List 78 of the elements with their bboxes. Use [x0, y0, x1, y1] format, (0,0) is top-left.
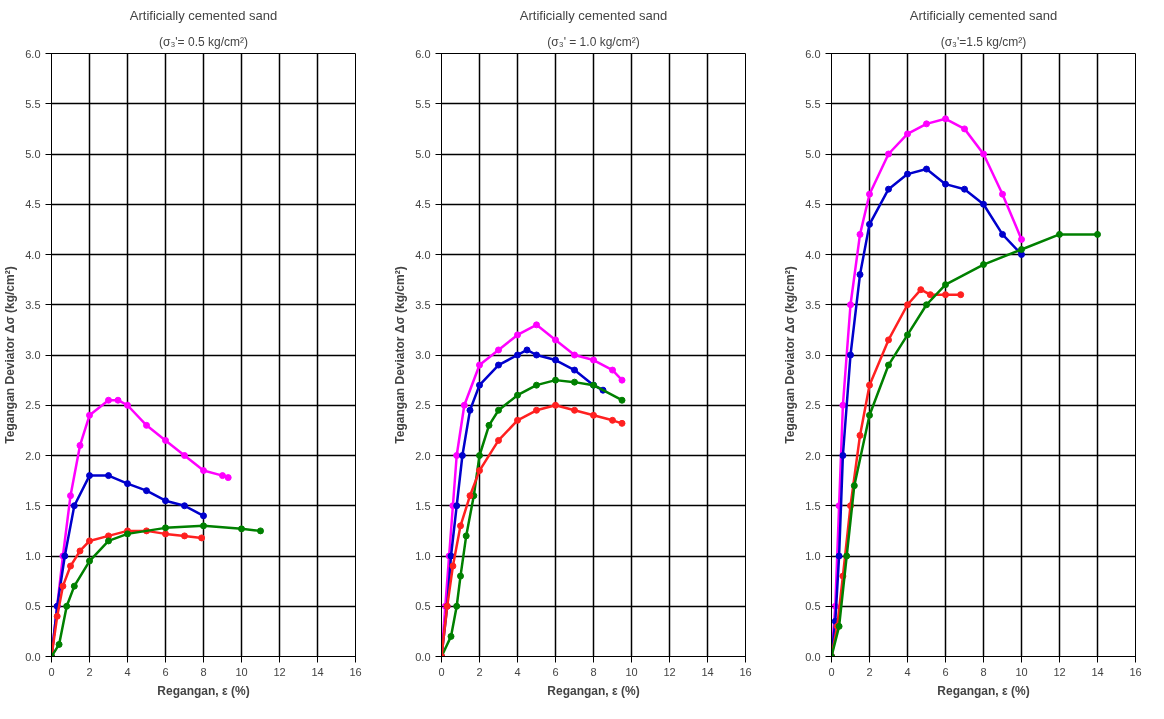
- y-tick-label: 5.5: [415, 97, 431, 110]
- y-tick-label: 4.5: [25, 198, 41, 211]
- y-tick-label: 5.5: [25, 97, 41, 110]
- x-tick-label: 14: [701, 665, 714, 678]
- chart-title: Artificially cemented sand: [909, 7, 1058, 23]
- x-axis-title: Regangan, ε (%): [157, 683, 250, 698]
- x-tick-label: 6: [162, 665, 169, 678]
- x-tick-label: 6: [552, 665, 559, 678]
- y-tick-label: 3.0: [25, 349, 41, 361]
- y-tick-label: 3.0: [415, 349, 431, 361]
- y-tick-label: 0.5: [805, 600, 821, 613]
- x-tick-label: 10: [1015, 665, 1028, 678]
- chart-title: Artificially cemented sand: [519, 7, 668, 23]
- y-tick-label: 1.5: [25, 499, 41, 512]
- y-tick-label: 4.0: [25, 248, 41, 261]
- x-tick-label: 10: [625, 665, 638, 678]
- y-tick-label: 3.5: [25, 298, 41, 311]
- y-tick-label: 4.5: [805, 198, 821, 211]
- y-tick-label: 5.5: [805, 97, 821, 110]
- y-axis-title: Tegangan Deviator Δσ (kg/cm²): [393, 266, 408, 444]
- y-tick-label: 3.0: [805, 349, 821, 361]
- chart-subtitle: (σ₃' = 1.0 kg/cm²): [547, 34, 640, 49]
- y-tick-label: 3.5: [805, 298, 821, 311]
- x-tick-label: 16: [739, 665, 752, 678]
- y-tick-label: 0.0: [805, 650, 821, 663]
- x-tick-label: 16: [1129, 665, 1142, 678]
- x-tick-label: 14: [1091, 665, 1104, 678]
- x-tick-label: 0: [48, 665, 55, 678]
- y-tick-label: 5.0: [415, 148, 431, 160]
- x-tick-label: 0: [438, 665, 445, 678]
- x-tick-label: 2: [86, 665, 93, 678]
- chart-title: Artificially cemented sand: [129, 7, 278, 23]
- y-tick-label: 4.5: [415, 198, 431, 211]
- y-tick-label: 6.0: [415, 47, 431, 60]
- y-tick-label: 2.5: [805, 399, 821, 412]
- x-tick-label: 6: [942, 665, 949, 678]
- y-tick-label: 0.5: [415, 600, 431, 613]
- y-tick-label: 1.0: [25, 550, 41, 562]
- x-tick-label: 0: [828, 665, 835, 678]
- x-tick-label: 4: [124, 665, 131, 678]
- y-axis-title: Tegangan Deviator Δσ (kg/cm²): [783, 266, 798, 444]
- y-tick-label: 2.0: [805, 449, 821, 462]
- x-tick-label: 10: [235, 665, 248, 678]
- y-tick-label: 6.0: [805, 47, 821, 60]
- x-tick-label: 12: [1053, 665, 1066, 678]
- x-tick-label: 2: [476, 665, 483, 678]
- y-tick-label: 2.0: [25, 449, 41, 462]
- y-tick-label: 3.5: [415, 298, 431, 311]
- y-tick-label: 2.5: [25, 399, 41, 412]
- y-tick-label: 0.0: [25, 650, 41, 663]
- y-tick-label: 5.0: [805, 148, 821, 160]
- y-tick-label: 2.5: [415, 399, 431, 412]
- y-tick-label: 4.0: [415, 248, 431, 261]
- y-tick-label: 5.0: [25, 148, 41, 160]
- x-tick-label: 4: [904, 665, 911, 678]
- x-tick-label: 2: [866, 665, 873, 678]
- y-tick-label: 6.0: [25, 47, 41, 60]
- x-tick-label: 12: [273, 665, 286, 678]
- chart-subtitle: (σ₃'=1.5 kg/cm²): [940, 34, 1027, 49]
- chart-subtitle: (σ₃'= 0.5 kg/cm²): [159, 34, 248, 49]
- x-tick-label: 14: [311, 665, 324, 678]
- y-tick-label: 1.0: [805, 550, 821, 562]
- x-axis-title: Regangan, ε (%): [547, 683, 640, 698]
- x-tick-label: 8: [590, 665, 597, 678]
- x-tick-label: 8: [200, 665, 207, 678]
- y-tick-label: 2.0: [415, 449, 431, 462]
- x-tick-label: 8: [980, 665, 987, 678]
- y-axis-title: Tegangan Deviator Δσ (kg/cm²): [3, 266, 18, 444]
- x-tick-label: 4: [514, 665, 521, 678]
- x-axis-title: Regangan, ε (%): [937, 683, 1030, 698]
- y-tick-label: 1.5: [805, 499, 821, 512]
- x-tick-label: 12: [663, 665, 676, 678]
- y-tick-label: 1.5: [415, 499, 431, 512]
- y-tick-label: 1.0: [415, 550, 431, 562]
- y-tick-label: 0.5: [25, 600, 41, 613]
- x-tick-label: 16: [349, 665, 362, 678]
- y-tick-label: 0.0: [415, 650, 431, 663]
- y-tick-label: 4.0: [805, 248, 821, 261]
